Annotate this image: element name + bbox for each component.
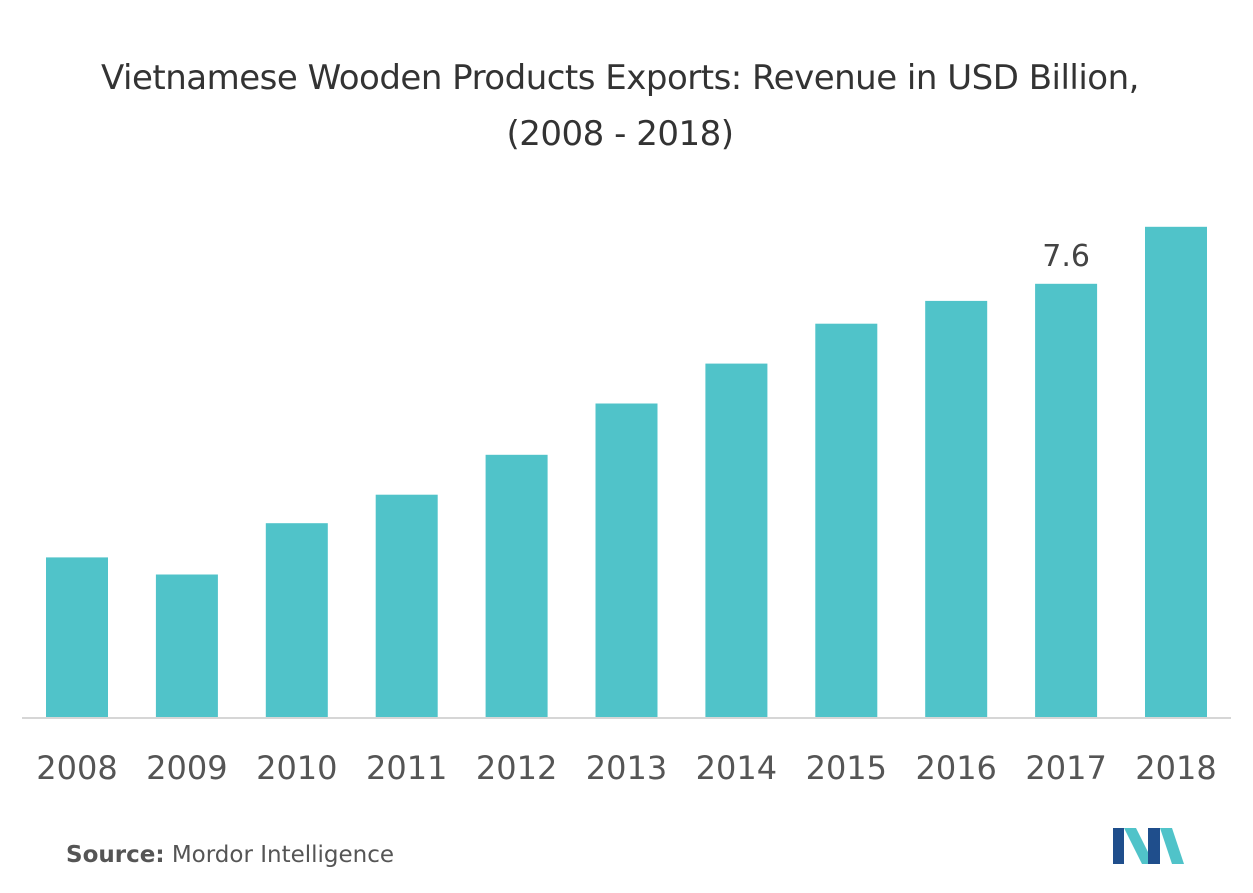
source-text: Mordor Intelligence — [171, 842, 395, 868]
x-tick-label-2015: 2015 — [806, 749, 887, 787]
x-tick-label-2016: 2016 — [915, 749, 996, 787]
logo-shape-left — [1113, 828, 1124, 864]
bars-group — [46, 226, 1207, 718]
chart-title: Vietnamese Wooden Products Exports: Reve… — [101, 58, 1139, 154]
x-tick-label-2018: 2018 — [1135, 749, 1216, 787]
bar-2013 — [595, 403, 658, 717]
bar-2010 — [265, 523, 328, 717]
bar-2014 — [705, 363, 768, 717]
bar-2012 — [485, 454, 548, 717]
source-note: Source: Mordor Intelligence — [66, 842, 394, 868]
bar-2017 — [1035, 283, 1098, 717]
bar-2009 — [155, 574, 218, 717]
data-labels: 7.6 — [1042, 239, 1090, 274]
x-tick-labels: 2008 2009 2010 2011 2012 2013 2014 2015 2016 2017… — [36, 749, 1216, 787]
company-logo-icon — [1113, 828, 1184, 864]
x-tick-label-2012: 2012 — [476, 749, 557, 787]
data-label-2017: 7.6 — [1042, 239, 1090, 274]
x-tick-label-2009: 2009 — [146, 749, 227, 787]
bar-2011 — [375, 494, 438, 717]
x-tick-label-2017: 2017 — [1025, 749, 1106, 787]
bar-2018 — [1145, 226, 1207, 718]
x-tick-label-2013: 2013 — [586, 749, 667, 787]
source-label: Source: — [66, 842, 165, 868]
logo-shape-mid — [1124, 828, 1154, 864]
x-tick-label-2014: 2014 — [696, 749, 777, 787]
x-tick-label-2010: 2010 — [256, 749, 337, 787]
bar-2008 — [46, 557, 108, 717]
logo-shape-right-a — [1148, 828, 1160, 864]
bar-2015 — [815, 323, 878, 717]
logo-shape-right-b — [1160, 828, 1184, 864]
x-tick-label-2008: 2008 — [36, 749, 117, 787]
bar-2016 — [925, 300, 988, 717]
x-tick-label-2011: 2011 — [366, 749, 447, 787]
